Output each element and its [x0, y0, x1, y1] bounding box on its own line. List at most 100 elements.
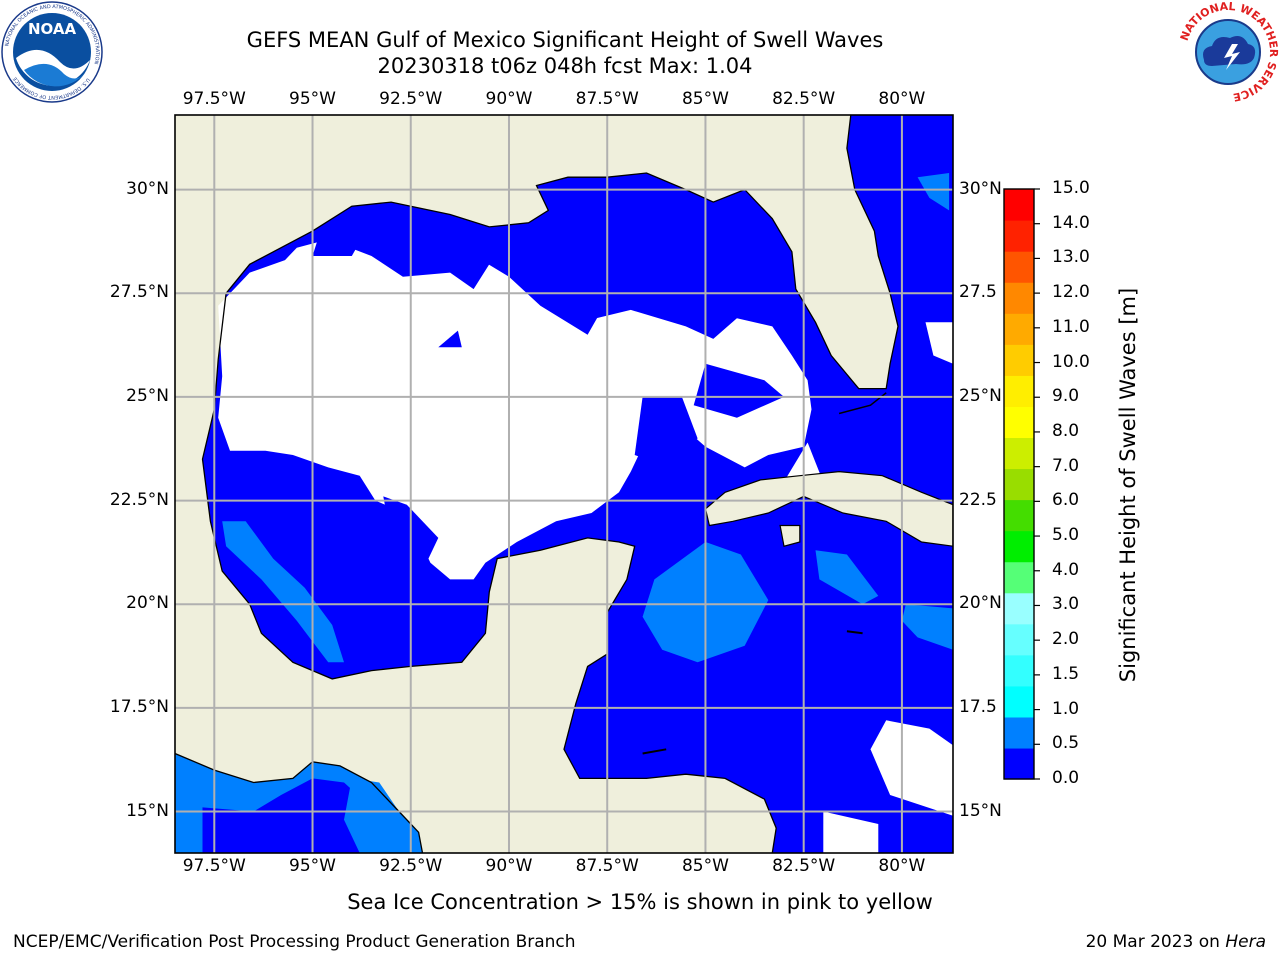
colorbar-label-16: 14.0	[1052, 212, 1090, 233]
lat-label-left-0: 30°N	[126, 178, 169, 199]
lon-label-bottom-5: 85°W	[681, 856, 729, 876]
lon-label-top-7: 80°W	[878, 89, 926, 109]
bay-islands	[642, 748, 667, 755]
lat-label-left-5: 17.5°N	[109, 696, 169, 717]
colorbar-swatch-15	[1004, 282, 1034, 314]
colorbar-label-3: 1.5	[1052, 663, 1080, 684]
credit-machine: Hera	[1225, 932, 1266, 952]
swell-patch-4	[917, 173, 950, 211]
lon-label-top-6: 82.5°W	[772, 89, 836, 109]
sea-patch-1	[422, 239, 600, 335]
colorbar-swatch-6	[1004, 561, 1034, 594]
colorbar-label-17: 15.0	[1052, 178, 1090, 198]
credit-date: 20 Mar 2023 on Hera	[1086, 932, 1266, 952]
no-data-patch-1	[823, 811, 879, 853]
colorbar-label-11: 9.0	[1052, 386, 1080, 407]
colorbar-swatch-10	[1004, 437, 1034, 470]
colorbar-label-10: 8.0	[1052, 420, 1080, 441]
lon-label-bottom-0: 97.5°W	[182, 856, 246, 876]
lon-label-bottom-2: 92.5°W	[379, 856, 443, 876]
colorbar-label-15: 13.0	[1052, 247, 1090, 268]
swell-patch-1	[815, 550, 879, 605]
lon-label-bottom-6: 82.5°W	[772, 856, 836, 876]
map-title: GEFS MEAN Gulf of Mexico Significant Hei…	[246, 28, 884, 52]
no-data-patch-2	[925, 322, 953, 364]
sea-patch-5	[438, 330, 462, 348]
isla-juventud-land	[779, 524, 801, 547]
colorbar-swatch-4	[1004, 623, 1034, 656]
lat-label-left-6: 15°N	[126, 800, 169, 821]
colorbar-swatch-7	[1004, 530, 1034, 563]
lat-label-right-1: 27.5	[959, 282, 997, 303]
sea-patch-2	[693, 363, 784, 418]
colorbar-label-6: 4.0	[1052, 559, 1080, 580]
lat-label-right-3: 22.5	[959, 489, 997, 510]
nws-logo: NATIONAL WEATHER SERVICE	[1178, 0, 1280, 104]
cuba-land	[704, 470, 953, 547]
colorbar-label-4: 2.0	[1052, 629, 1080, 650]
lon-label-bottom-3: 90°W	[485, 856, 533, 876]
noaa-logo-text: NOAA	[28, 20, 77, 38]
no-data-region	[218, 239, 812, 580]
colorbar-frame	[1003, 188, 1035, 780]
lat-label-right-2: 25°N	[959, 385, 1002, 406]
colorbar-swatch-8	[1004, 499, 1034, 532]
colorbar-swatch-11	[1004, 406, 1034, 439]
map-plot-area	[174, 114, 954, 854]
no-data-patch-0	[870, 720, 953, 816]
lon-label-top-1: 95°W	[289, 89, 336, 109]
map-frame	[174, 114, 954, 854]
colorbar-title: Significant Height of Swell Waves [m]	[1116, 287, 1140, 683]
lon-label-top-4: 87.5°W	[575, 89, 639, 109]
sea-ice-note: Sea Ice Concentration > 15% is shown in …	[347, 890, 933, 914]
colorbar-label-2: 1.0	[1052, 698, 1080, 719]
colorbar-label-1: 0.5	[1052, 733, 1080, 754]
lat-label-right-4: 20°N	[959, 593, 1002, 614]
pacific-water-low	[202, 778, 380, 853]
colorbar-label-13: 11.0	[1052, 316, 1090, 337]
lon-label-bottom-7: 80°W	[878, 856, 926, 876]
colorbar-swatch-18	[1004, 189, 1034, 221]
lat-label-right-6: 15°N	[959, 800, 1002, 821]
noaa-logo: NOAA NATIONAL OCEANIC AND ATMOSPHERIC AD…	[1, 1, 103, 103]
lat-label-left-2: 25°N	[126, 385, 169, 406]
colorbar-swatch-17	[1004, 220, 1034, 252]
colorbar	[1003, 188, 1040, 780]
credit-branch: NCEP/EMC/Verification Post Processing Pr…	[13, 932, 576, 952]
cayman-islands	[846, 630, 863, 635]
colorbar-swatch-14	[1004, 313, 1034, 345]
colorbar-swatch-13	[1004, 344, 1034, 376]
colorbar-swatch-5	[1004, 592, 1034, 625]
colorbar-swatch-3	[1004, 654, 1034, 687]
colorbar-label-7: 5.0	[1052, 525, 1080, 546]
lon-label-bottom-1: 95°W	[289, 856, 336, 876]
lat-label-left-4: 20°N	[126, 593, 169, 614]
swell-patch-2	[901, 604, 953, 650]
colorbar-label-12: 10.0	[1052, 351, 1090, 372]
lat-label-right-5: 17.5	[959, 696, 997, 717]
lon-label-top-2: 92.5°W	[379, 89, 443, 109]
colorbar-label-5: 3.0	[1052, 594, 1080, 615]
lat-label-left-1: 27.5°N	[109, 282, 169, 303]
lat-label-right-0: 30°N	[959, 178, 1002, 199]
pacific-coastline	[175, 752, 424, 853]
colorbar-swatch-0	[1004, 747, 1034, 780]
colorbar-swatch-16	[1004, 251, 1034, 283]
swell-patch-3	[222, 521, 344, 663]
lon-label-bottom-4: 87.5°W	[575, 856, 639, 876]
coastline-1	[201, 359, 777, 853]
colorbar-label-9: 7.0	[1052, 455, 1080, 476]
colorbar-label-8: 6.0	[1052, 490, 1080, 511]
colorbar-label-14: 12.0	[1052, 282, 1090, 303]
colorbar-swatch-12	[1004, 375, 1034, 407]
lon-label-top-0: 97.5°W	[182, 89, 246, 109]
colorbar-swatch-2	[1004, 685, 1034, 718]
colorbar-label-0: 0.0	[1052, 768, 1080, 788]
sea-patch-3	[634, 396, 698, 468]
lon-label-top-5: 85°W	[681, 89, 729, 109]
colorbar-swatch-9	[1004, 468, 1034, 501]
lon-label-top-3: 90°W	[485, 89, 533, 109]
sea-patch-0	[312, 231, 364, 256]
map-subtitle: 20230318 t06z 048h fcst Max: 1.04	[377, 54, 753, 78]
